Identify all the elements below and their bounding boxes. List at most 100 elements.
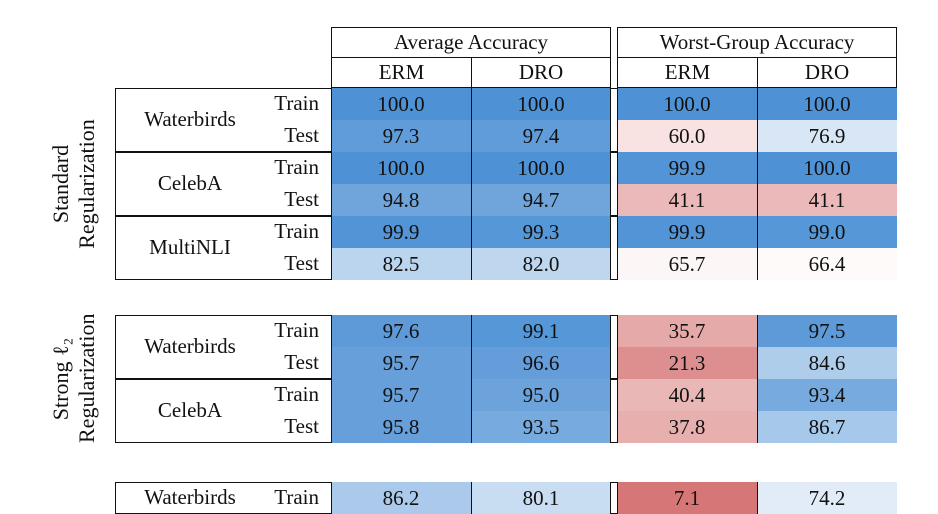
- cell-divider: [757, 379, 758, 443]
- cell-divider: [610, 88, 611, 152]
- table-cell: 41.1: [757, 184, 897, 216]
- cell-divider: [331, 482, 332, 514]
- column-header-dro: DRO: [471, 58, 611, 88]
- cell-divider: [331, 88, 332, 152]
- table-cell: 100.0: [471, 152, 611, 184]
- split-label: Train: [274, 219, 319, 243]
- table-cell: 100.0: [757, 152, 897, 184]
- table-cell: 37.8: [617, 411, 757, 443]
- split-label: Train: [274, 485, 319, 509]
- cell-divider: [617, 482, 618, 514]
- split-label: Test: [284, 187, 319, 211]
- table-cell: 84.6: [757, 347, 897, 379]
- cell-divider: [471, 88, 472, 152]
- table-cell: 99.9: [617, 152, 757, 184]
- table-cell: 95.8: [331, 411, 471, 443]
- table-cell: 93.4: [757, 379, 897, 411]
- dataset-name: Waterbirds: [144, 107, 236, 131]
- cell-divider: [610, 152, 611, 216]
- dataset-name: CelebA: [157, 398, 223, 422]
- table-cell: 99.9: [617, 216, 757, 248]
- cell-divider: [471, 315, 472, 379]
- split-label: Test: [284, 414, 319, 438]
- cell-divider: [617, 379, 618, 443]
- cell-divider: [471, 216, 472, 280]
- table-cell: 99.1: [471, 315, 611, 347]
- split-label: Train: [274, 155, 319, 179]
- split-label: Test: [284, 123, 319, 147]
- cell-divider: [471, 482, 472, 514]
- cell-divider: [617, 152, 618, 216]
- table-cell: 97.5: [757, 315, 897, 347]
- table-cell: 35.7: [617, 315, 757, 347]
- table-cell: 65.7: [617, 248, 757, 280]
- cell-divider: [610, 216, 611, 280]
- table-cell: 100.0: [757, 88, 897, 120]
- cell-divider: [617, 216, 618, 280]
- column-header-dro: DRO: [757, 58, 897, 88]
- table-cell: 99.3: [471, 216, 611, 248]
- table-cell: 96.6: [471, 347, 611, 379]
- table-cell: 60.0: [617, 120, 757, 152]
- table-cell: 76.9: [757, 120, 897, 152]
- cell-divider: [471, 379, 472, 443]
- cell-divider: [610, 482, 611, 514]
- cell-divider: [757, 315, 758, 379]
- worst-group-accuracy-header: Worst-Group Accuracy: [617, 27, 897, 58]
- cell-divider: [331, 216, 332, 280]
- table-cell: 100.0: [617, 88, 757, 120]
- cell-divider: [331, 315, 332, 379]
- cell-divider: [617, 315, 618, 379]
- table-cell: 97.4: [471, 120, 611, 152]
- table-cell: 66.4: [757, 248, 897, 280]
- cell-divider: [757, 216, 758, 280]
- dataset-name: Waterbirds: [144, 334, 236, 358]
- split-label: Train: [274, 318, 319, 342]
- table-cell: 82.5: [331, 248, 471, 280]
- table-cell: 100.0: [331, 88, 471, 120]
- table-cell: 21.3: [617, 347, 757, 379]
- group-label-line2: Regularization: [74, 313, 99, 443]
- split-label: Train: [274, 382, 319, 406]
- cell-divider: [331, 379, 332, 443]
- cell-divider: [617, 88, 618, 152]
- cell-divider: [331, 152, 332, 216]
- table-cell: 80.1: [471, 482, 611, 514]
- dataset-name: CelebA: [157, 171, 223, 195]
- table-cell: 97.3: [331, 120, 471, 152]
- group-label-line2: Regularization: [74, 119, 99, 249]
- table-cell: 7.1: [617, 482, 757, 514]
- table-cell: 86.7: [757, 411, 897, 443]
- table-cell: 95.7: [331, 379, 471, 411]
- cell-divider: [610, 379, 611, 443]
- table-cell: 99.0: [757, 216, 897, 248]
- table-cell: 93.5: [471, 411, 611, 443]
- group-label: Strong ℓ₂ Regularization: [48, 313, 100, 443]
- table-cell: 74.2: [757, 482, 897, 514]
- column-separator: [610, 27, 611, 88]
- cell-divider: [757, 482, 758, 514]
- table-cell: 82.0: [471, 248, 611, 280]
- split-label: Test: [284, 251, 319, 275]
- average-accuracy-header: Average Accuracy: [331, 27, 611, 58]
- table-cell: 41.1: [617, 184, 757, 216]
- table-cell: 95.0: [471, 379, 611, 411]
- cell-divider: [757, 88, 758, 152]
- table-cell: 100.0: [331, 152, 471, 184]
- cell-divider: [610, 315, 611, 379]
- table-cell: 95.7: [331, 347, 471, 379]
- table-cell: 40.4: [617, 379, 757, 411]
- table-cell: 99.9: [331, 216, 471, 248]
- table-cell: 94.7: [471, 184, 611, 216]
- dataset-name: MultiNLI: [149, 235, 231, 259]
- table-cell: 86.2: [331, 482, 471, 514]
- group-label: Standard Regularization: [48, 88, 100, 280]
- cell-divider: [471, 152, 472, 216]
- split-label: Train: [274, 91, 319, 115]
- table-cell: 94.8: [331, 184, 471, 216]
- group-label-line1: Strong ℓ₂: [48, 337, 73, 421]
- table-cell: 97.6: [331, 315, 471, 347]
- column-header-erm: ERM: [331, 58, 471, 88]
- cell-divider: [757, 152, 758, 216]
- group-label-line1: Standard: [48, 144, 73, 224]
